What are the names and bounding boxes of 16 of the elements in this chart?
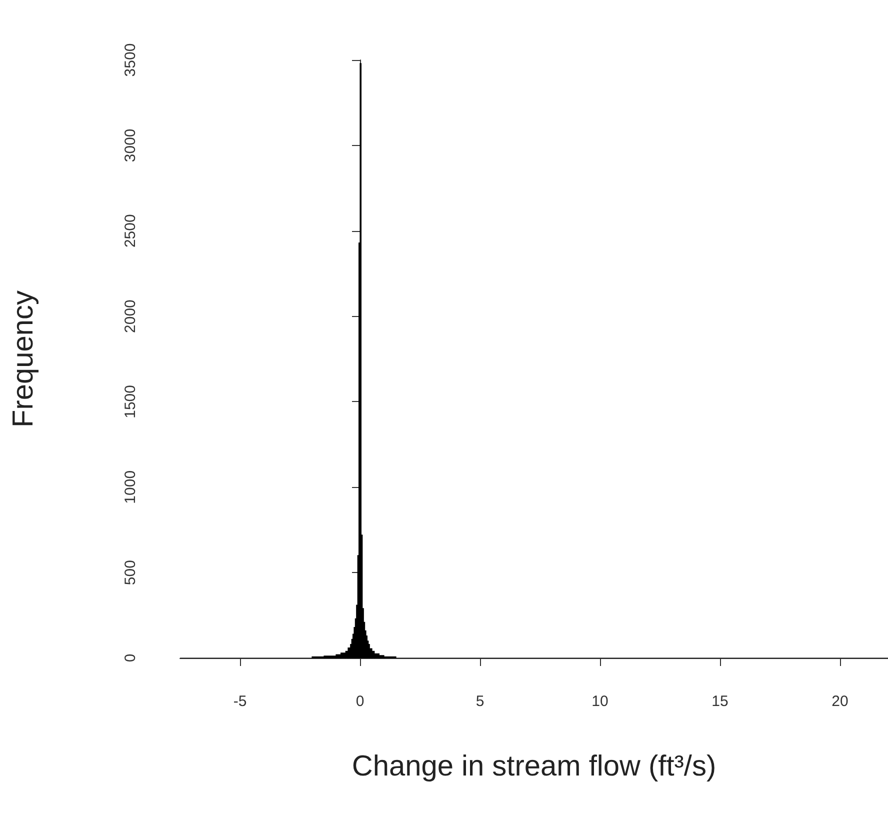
x-tick-label: -5 (233, 693, 247, 710)
x-axis-title: Change in stream flow (ft³/s) (352, 750, 716, 782)
x-tick-label: 0 (356, 693, 364, 710)
y-tick-label: 2000 (122, 300, 139, 333)
y-tick-label: 1500 (122, 385, 139, 418)
y-tick-label: 3000 (122, 128, 139, 162)
x-tick-label: 15 (712, 693, 728, 710)
y-tick-label: 500 (122, 560, 139, 586)
x-tick-label: 10 (592, 693, 608, 710)
y-tick-label: 1000 (122, 470, 139, 504)
y-tick-label: 2500 (122, 214, 139, 248)
y-tick-label: 3500 (122, 43, 139, 77)
x-tick-label: 20 (832, 693, 848, 710)
x-tick-label: 5 (476, 693, 484, 710)
y-axis-title: Frequency (8, 290, 40, 428)
y-tick-label: 0 (122, 654, 139, 662)
